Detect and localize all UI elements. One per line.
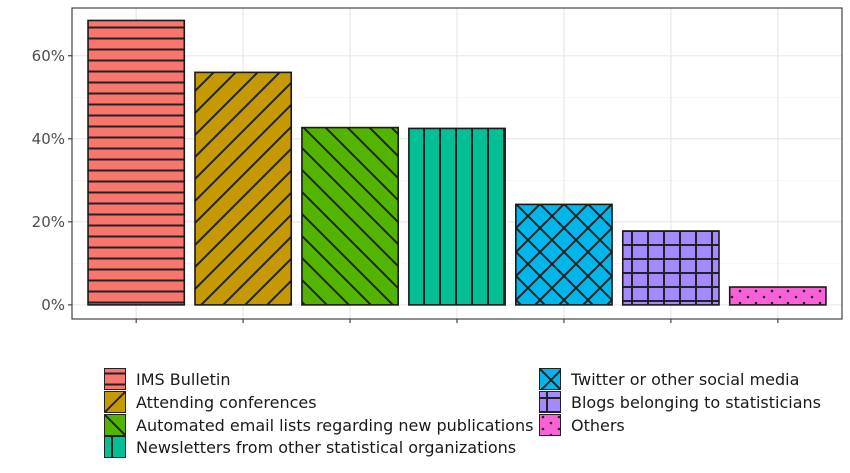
legend-label: Newsletters from other statistical organ… <box>136 437 517 457</box>
y-tick-label: 0% <box>41 296 65 314</box>
y-tick-label: 20% <box>32 213 65 231</box>
legend-key-blogs <box>539 391 561 413</box>
bar-4 <box>515 203 613 306</box>
legend: IMS Bulletin Attending conferences Autom… <box>100 366 840 466</box>
legend-item-blogs: Blogs belonging to statisticians <box>539 391 821 413</box>
legend-key-attending-conferences <box>104 391 126 413</box>
legend-item-others: Others <box>539 414 625 436</box>
bar-3 <box>408 127 506 306</box>
legend-key-others <box>539 414 561 436</box>
bar-2 <box>301 126 399 306</box>
bar-chart: 0% 20% 40% 60% <box>32 7 843 323</box>
y-tick-label: 60% <box>32 47 65 65</box>
legend-key-newsletters <box>104 436 126 458</box>
legend-label: Twitter or other social media <box>571 369 800 389</box>
legend-key-twitter <box>539 368 561 390</box>
bar-0 <box>87 19 186 306</box>
legend-item-twitter: Twitter or other social media <box>539 368 799 390</box>
bar-6 <box>728 286 827 306</box>
legend-key-automated-email-lists <box>104 414 126 436</box>
legend-item-newsletters: Newsletters from other statistical organ… <box>104 436 516 458</box>
legend-key-ims-bulletin <box>104 368 126 390</box>
y-tick-label: 40% <box>32 130 65 148</box>
legend-item-attending-conferences: Attending conferences <box>104 391 317 413</box>
bar-1 <box>194 71 293 306</box>
legend-label: IMS Bulletin <box>136 369 231 389</box>
legend-item-automated-email-lists: Automated email lists regarding new publ… <box>104 414 533 436</box>
legend-label: Attending conferences <box>136 392 317 412</box>
legend-label: Others <box>571 415 625 435</box>
legend-label: Automated email lists regarding new publ… <box>136 415 534 435</box>
legend-label: Blogs belonging to statisticians <box>571 392 822 412</box>
bar-5 <box>621 230 720 306</box>
legend-item-ims-bulletin: IMS Bulletin <box>104 368 230 390</box>
